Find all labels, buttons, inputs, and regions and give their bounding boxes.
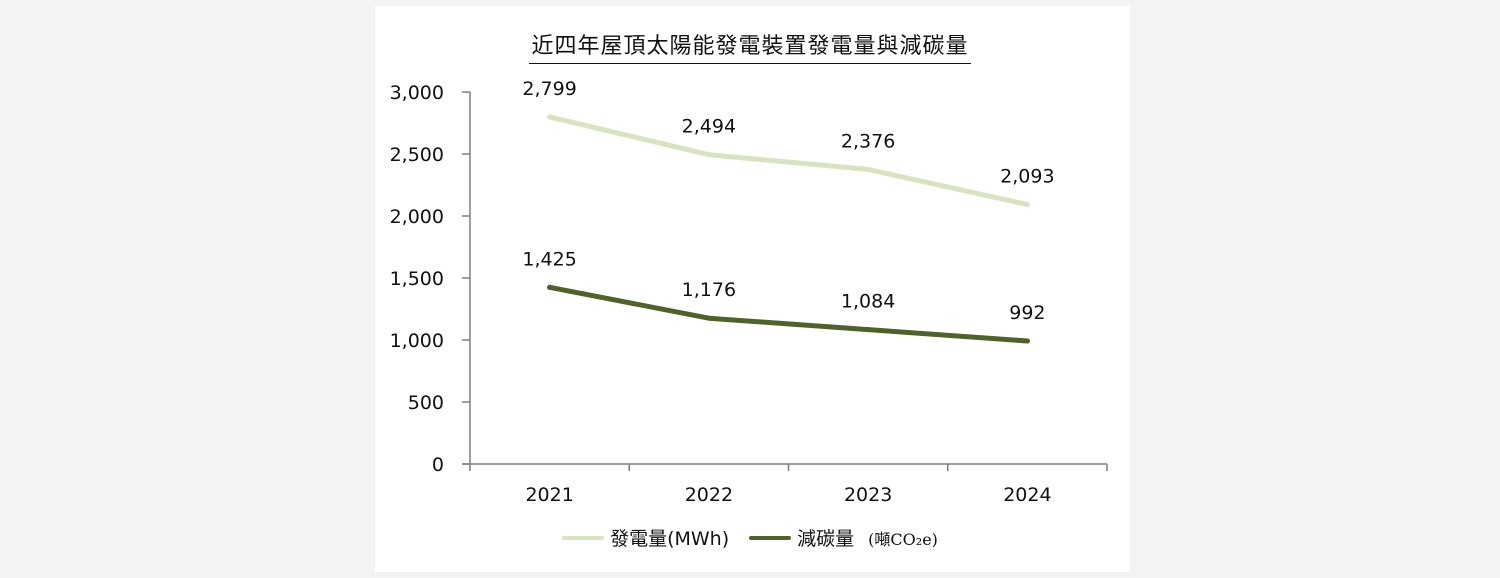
y-tick-label: 500 <box>408 392 444 414</box>
legend: 發電量(MWh) 減碳量 (噸CO₂e) <box>0 524 1500 551</box>
legend-label-carbon: 減碳量 <box>797 528 855 550</box>
data-point <box>865 327 871 333</box>
data-point <box>1024 201 1030 207</box>
data-point <box>1024 338 1030 344</box>
carbon-series-line <box>547 284 1030 344</box>
data-label: 1,176 <box>682 279 736 301</box>
legend-item-power: 發電量(MWh) <box>562 524 729 551</box>
x-tick-label: 2021 <box>525 484 573 506</box>
chart-card <box>375 6 1130 572</box>
x-tick-label: 2024 <box>1003 484 1051 506</box>
data-label: 2,799 <box>522 78 576 100</box>
data-point <box>547 114 553 120</box>
y-tick-label: 2,000 <box>390 206 444 228</box>
y-tick-label: 0 <box>432 454 444 476</box>
data-label: 992 <box>1009 302 1045 324</box>
legend-unit-note: (噸CO₂e) <box>868 529 938 549</box>
legend-item-carbon: 減碳量 (噸CO₂e) <box>749 524 938 551</box>
data-point <box>706 315 712 321</box>
data-label: 2,376 <box>841 130 895 152</box>
chart-title: 近四年屋頂太陽能發電裝置發電量與減碳量 <box>529 34 971 64</box>
legend-swatch-power <box>562 535 605 540</box>
data-point <box>706 152 712 158</box>
y-tick-label: 2,500 <box>390 144 444 166</box>
data-label: 1,084 <box>841 291 895 313</box>
y-tick-label: 1,000 <box>390 330 444 352</box>
data-point <box>865 166 871 172</box>
data-label: 1,425 <box>522 248 576 270</box>
data-point <box>547 284 553 290</box>
power-series-line <box>547 114 1030 207</box>
data-label: 2,494 <box>682 116 736 138</box>
legend-swatch-carbon <box>749 535 792 540</box>
y-tick-label: 1,500 <box>390 268 444 290</box>
x-tick-label: 2022 <box>685 484 733 506</box>
x-tick-label: 2023 <box>844 484 892 506</box>
data-label: 2,093 <box>1000 165 1054 187</box>
y-tick-label: 3,000 <box>390 82 444 104</box>
legend-label-power: 發電量(MWh) <box>610 528 730 550</box>
